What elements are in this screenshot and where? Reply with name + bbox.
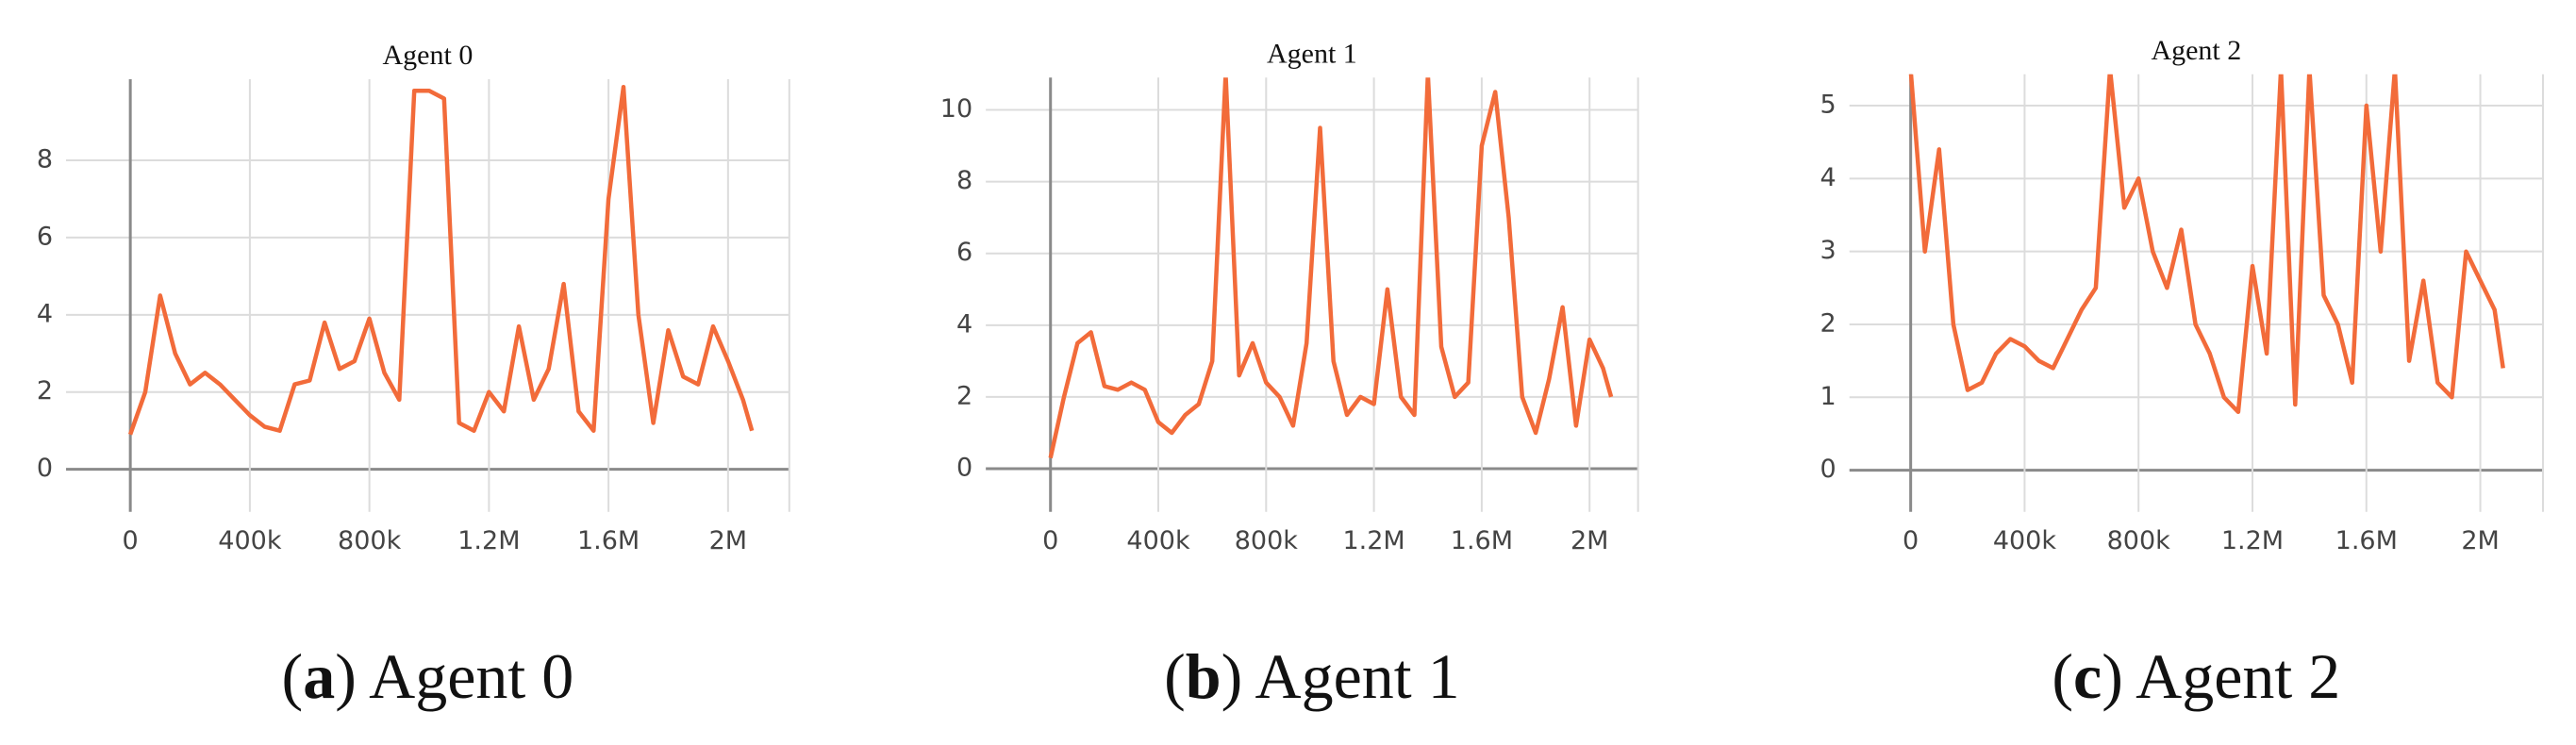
chart-panel: Agent 1 0 2 4 6 8 10 0 400k 800k 1.2M 1.6M 2M (b) Age… xyxy=(940,38,1639,712)
x-tick-label: 1.2M xyxy=(2221,526,2284,555)
x-tick-label: 800k xyxy=(2107,526,2171,555)
caption-part: c xyxy=(2073,640,2102,712)
x-tick-label: 1.6M xyxy=(577,526,640,555)
x-tick-label: 800k xyxy=(338,526,402,555)
caption-part: ) Agent 2 xyxy=(2102,640,2340,712)
y-tick-label: 5 xyxy=(1820,91,1836,120)
chart-title: Agent 1 xyxy=(1267,38,1357,69)
data-line xyxy=(1908,74,2505,415)
caption: (b) Agent 1 xyxy=(1164,640,1460,712)
y-tick-label: 10 xyxy=(940,94,972,124)
y-tick-label: 0 xyxy=(37,454,53,483)
y-tick-label: 6 xyxy=(956,238,972,267)
x-tick-label: 400k xyxy=(1126,526,1190,555)
caption-part: ) Agent 0 xyxy=(335,640,573,712)
x-tick-label: 800k xyxy=(1235,526,1299,555)
x-tick-label: 0 xyxy=(1042,526,1058,555)
y-tick-label: 1 xyxy=(1820,382,1836,411)
y-tick-label: 3 xyxy=(1820,236,1836,265)
y-tick-label: 0 xyxy=(1820,455,1836,484)
x-tick-label: 400k xyxy=(218,526,282,555)
caption: (c) Agent 2 xyxy=(2052,640,2340,712)
caption-part: ) Agent 1 xyxy=(1222,640,1460,712)
x-tick-label: 1.6M xyxy=(2335,526,2398,555)
x-tick-label: 2M xyxy=(2461,526,2499,555)
x-tick-label: 1.2M xyxy=(1342,526,1404,555)
chart-title: Agent 2 xyxy=(2151,35,2241,66)
data-line xyxy=(127,84,755,436)
y-tick-label: 4 xyxy=(956,309,972,339)
x-tick-label: 2M xyxy=(709,526,747,555)
caption-part: a xyxy=(303,640,335,712)
chart-panel: Agent 0 0 2 4 6 8 0 400k 800k 1.2M 1.6M 2M (a) Agent… xyxy=(37,40,790,712)
y-tick-label: 2 xyxy=(956,381,972,410)
chart-panel: Agent 2 0 1 2 3 4 5 0 400k 800k 1.2M 1.6M 2M (c) Agen… xyxy=(1820,35,2544,712)
chart-title: Agent 0 xyxy=(383,40,474,71)
caption-part: b xyxy=(1186,640,1222,712)
x-tick-label: 2M xyxy=(1571,526,1608,555)
y-tick-label: 2 xyxy=(1820,308,1836,338)
y-tick-label: 4 xyxy=(37,299,53,328)
y-tick-label: 4 xyxy=(1820,163,1836,192)
y-tick-label: 2 xyxy=(37,376,53,406)
x-tick-label: 400k xyxy=(1993,526,2057,555)
caption-part: ( xyxy=(2052,640,2073,712)
x-tick-label: 1.6M xyxy=(1451,526,1513,555)
data-line xyxy=(1048,77,1614,459)
y-tick-label: 8 xyxy=(37,145,53,174)
x-tick-label: 0 xyxy=(1903,526,1919,555)
y-tick-label: 0 xyxy=(956,454,972,483)
x-tick-label: 0 xyxy=(123,526,139,555)
y-tick-label: 6 xyxy=(37,222,53,251)
caption-part: ( xyxy=(1164,640,1186,712)
y-tick-label: 8 xyxy=(956,166,972,195)
x-tick-label: 1.2M xyxy=(457,526,520,555)
caption-part: ( xyxy=(282,640,304,712)
caption: (a) Agent 0 xyxy=(282,640,574,712)
